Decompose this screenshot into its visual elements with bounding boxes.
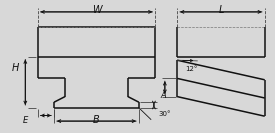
Text: L: L [218, 5, 224, 15]
Text: 30°: 30° [158, 111, 170, 117]
Text: A: A [161, 91, 166, 100]
Text: H: H [12, 63, 20, 73]
Text: E: E [23, 116, 28, 125]
Text: W: W [92, 5, 101, 15]
Text: B: B [93, 115, 100, 125]
Text: 12°: 12° [185, 66, 198, 72]
